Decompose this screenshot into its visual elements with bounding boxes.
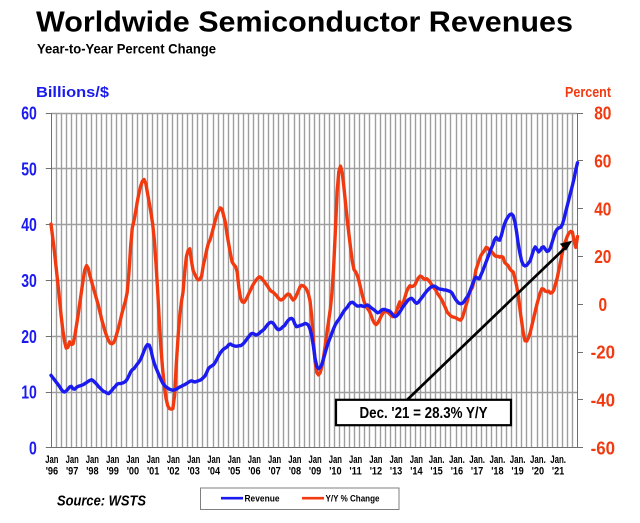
svg-text:'08: '08 — [289, 466, 301, 478]
svg-text:Jan: Jan — [167, 454, 180, 466]
svg-text:60: 60 — [21, 103, 37, 124]
svg-text:-40: -40 — [591, 390, 615, 411]
svg-text:Jan: Jan — [66, 454, 79, 466]
svg-text:Jan: Jan — [268, 454, 281, 466]
svg-text:Year-to-Year Percent Change: Year-to-Year Percent Change — [37, 41, 216, 57]
svg-text:30: 30 — [21, 270, 37, 291]
svg-text:'01: '01 — [147, 466, 159, 478]
svg-text:Jan.: Jan. — [449, 454, 465, 466]
svg-text:'02: '02 — [167, 466, 179, 478]
svg-text:Jan.: Jan. — [510, 454, 526, 466]
svg-text:Revenue: Revenue — [245, 494, 280, 505]
svg-text:40: 40 — [594, 198, 611, 219]
svg-text:'03: '03 — [188, 466, 200, 478]
svg-text:Jan: Jan — [410, 454, 423, 466]
svg-text:'98: '98 — [86, 466, 98, 478]
svg-text:'05: '05 — [228, 466, 240, 478]
svg-text:Jan: Jan — [390, 454, 403, 466]
svg-text:Source: WSTS: Source: WSTS — [57, 493, 146, 510]
svg-text:'10: '10 — [329, 466, 341, 478]
svg-text:Jan: Jan — [187, 454, 200, 466]
svg-text:'17: '17 — [471, 466, 483, 478]
svg-text:'00: '00 — [127, 466, 139, 478]
svg-text:Jan.: Jan. — [550, 454, 566, 466]
svg-text:Jan: Jan — [126, 454, 139, 466]
svg-text:'06: '06 — [248, 466, 260, 478]
svg-text:Jan.: Jan. — [490, 454, 506, 466]
svg-text:'09: '09 — [309, 466, 321, 478]
svg-text:-20: -20 — [591, 342, 615, 363]
svg-text:'20: '20 — [532, 466, 544, 478]
svg-text:'96: '96 — [46, 466, 58, 478]
svg-text:'97: '97 — [66, 466, 78, 478]
svg-text:Billions/$: Billions/$ — [36, 84, 110, 101]
svg-text:Jan: Jan — [369, 454, 382, 466]
svg-text:Jan: Jan — [349, 454, 362, 466]
svg-text:Jan: Jan — [86, 454, 99, 466]
svg-text:'19: '19 — [511, 466, 523, 478]
svg-text:Jan: Jan — [309, 454, 322, 466]
svg-text:'15: '15 — [430, 466, 442, 478]
svg-text:60: 60 — [594, 150, 611, 171]
svg-text:Jan: Jan — [45, 454, 58, 466]
svg-text:Jan: Jan — [147, 454, 160, 466]
svg-text:Jan: Jan — [288, 454, 301, 466]
svg-text:'07: '07 — [268, 466, 280, 478]
svg-text:Jan: Jan — [106, 454, 119, 466]
svg-text:40: 40 — [21, 214, 37, 235]
svg-text:20: 20 — [21, 326, 37, 347]
svg-text:'12: '12 — [370, 466, 382, 478]
svg-text:'16: '16 — [451, 466, 463, 478]
svg-text:Worldwide Semiconductor Revenu: Worldwide Semiconductor Revenues — [36, 7, 573, 39]
svg-text:'18: '18 — [491, 466, 503, 478]
svg-text:Dec. '21 = 28.3% Y/Y: Dec. '21 = 28.3% Y/Y — [360, 405, 488, 422]
svg-text:Jan: Jan — [248, 454, 261, 466]
svg-text:'13: '13 — [390, 466, 402, 478]
svg-text:80: 80 — [594, 103, 611, 124]
svg-text:Jan: Jan — [228, 454, 241, 466]
svg-text:10: 10 — [21, 382, 37, 403]
svg-text:0: 0 — [29, 437, 37, 458]
svg-text:50: 50 — [21, 158, 37, 179]
svg-text:Jan.: Jan. — [530, 454, 546, 466]
svg-text:Jan: Jan — [207, 454, 220, 466]
svg-text:-60: -60 — [591, 437, 615, 458]
svg-text:Jan.: Jan. — [429, 454, 445, 466]
svg-text:'04: '04 — [208, 466, 221, 478]
svg-text:0: 0 — [599, 294, 608, 315]
svg-text:'11: '11 — [349, 466, 361, 478]
svg-text:'99: '99 — [107, 466, 119, 478]
svg-text:20: 20 — [594, 246, 611, 267]
svg-text:Jan: Jan — [329, 454, 342, 466]
svg-text:Y/Y % Change: Y/Y % Change — [326, 494, 380, 505]
svg-text:'14: '14 — [410, 466, 423, 478]
svg-text:'21: '21 — [552, 466, 564, 478]
svg-text:Jan.: Jan. — [469, 454, 485, 466]
svg-text:Percent: Percent — [565, 84, 611, 101]
